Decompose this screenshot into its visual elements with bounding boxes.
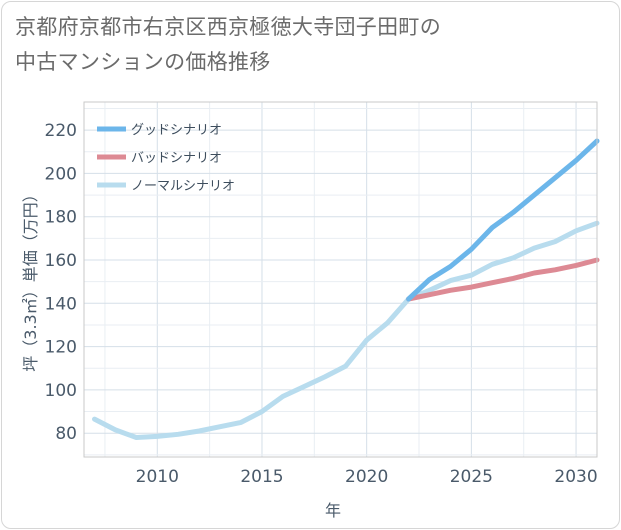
legend-label: グッドシナリオ — [131, 123, 222, 138]
x-tick-label: 2025 — [450, 467, 493, 487]
series-line — [92, 220, 600, 440]
series-lines — [92, 138, 600, 440]
chart-title: 京都府京都市右京区西京極徳大寺団子田町の 中古マンションの価格推移 — [15, 15, 441, 74]
y-tick-label: 220 — [45, 121, 77, 141]
x-tick-label: 2010 — [136, 467, 179, 487]
x-tick-label: 2020 — [345, 467, 388, 487]
legend-label: ノーマルシナリオ — [131, 179, 235, 194]
series-line — [406, 138, 600, 302]
series-line — [406, 257, 600, 302]
y-tick-label: 100 — [45, 381, 77, 401]
x-tick-label: 2015 — [240, 467, 283, 487]
y-axis-ticks: 80 100 120 140 160 180 200 220 — [45, 121, 77, 444]
x-axis-label: 年 — [325, 501, 341, 520]
y-tick-label: 140 — [45, 294, 77, 314]
y-tick-label: 160 — [45, 251, 77, 271]
x-tick-label: 2030 — [554, 467, 597, 487]
y-tick-label: 200 — [45, 164, 77, 184]
y-tick-label: 80 — [55, 424, 77, 444]
legend-label: バッドシナリオ — [131, 151, 222, 166]
y-axis-label: 坪（3.3㎡）単価（万円） — [21, 186, 40, 371]
x-axis-ticks: 2010 2015 2020 2025 2030 — [136, 467, 598, 487]
grid-lines — [84, 102, 597, 457]
plot-frame — [83, 101, 598, 458]
y-tick-label: 180 — [45, 208, 77, 228]
y-tick-label: 120 — [45, 338, 77, 358]
